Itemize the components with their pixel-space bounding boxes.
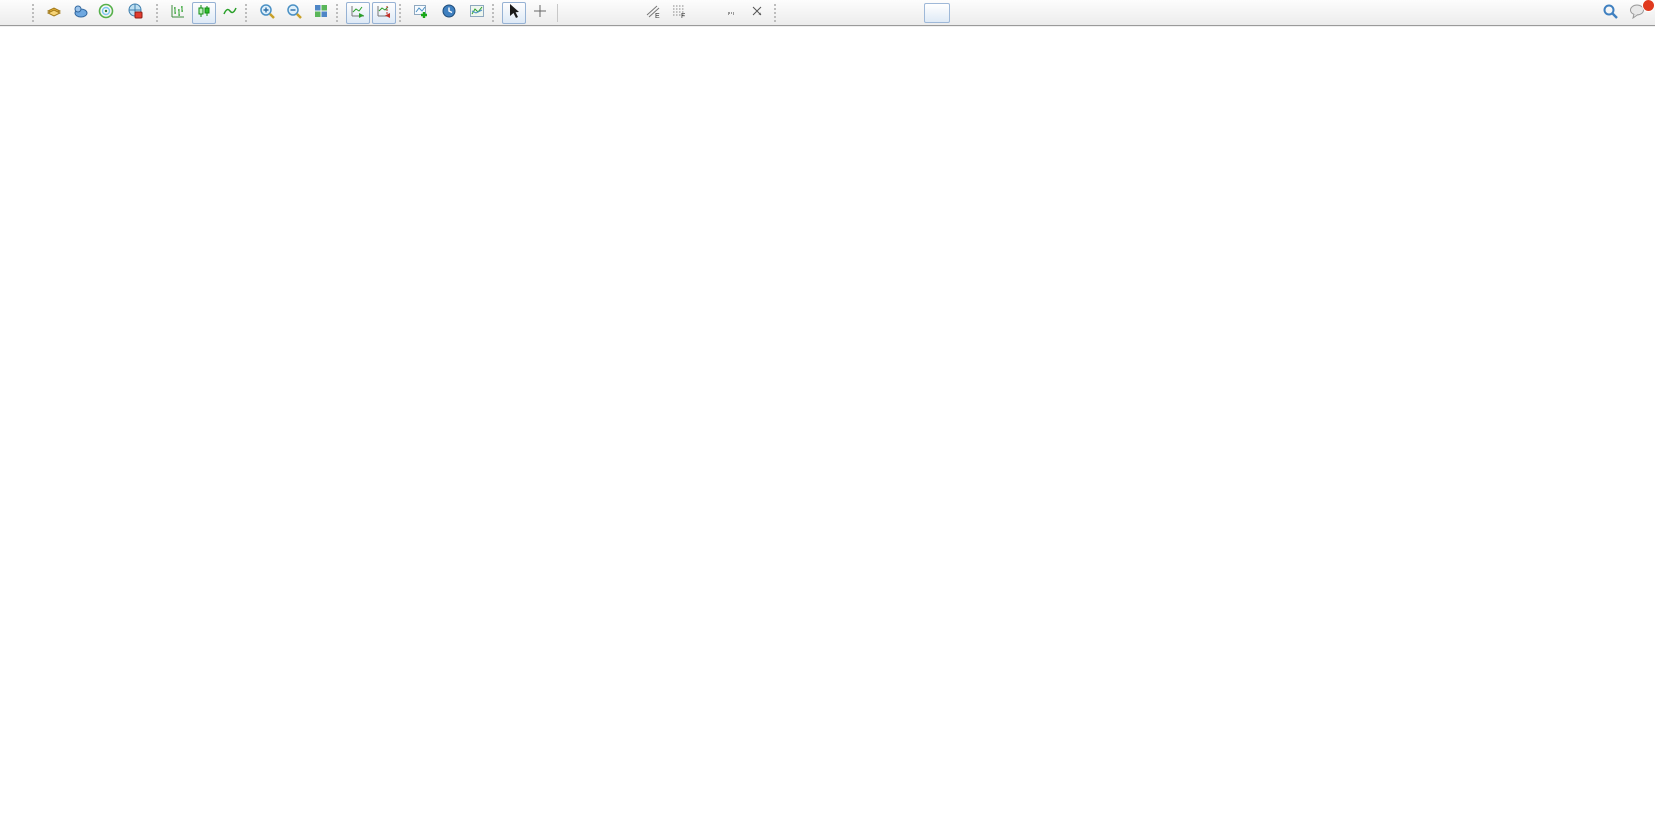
toolbar-grip[interactable] [399, 3, 404, 22]
auto-scroll-icon [350, 3, 366, 22]
periods-button[interactable] [437, 2, 463, 24]
timeframe-w1[interactable] [980, 3, 1006, 23]
chat-bubble-icon [1629, 3, 1646, 22]
timeframe-m1[interactable] [784, 3, 810, 23]
cloud-profile-icon [72, 3, 88, 22]
svg-text:E: E [655, 13, 660, 19]
template-chart-icon [469, 3, 485, 22]
zoom-out-button[interactable] [282, 2, 307, 24]
tile-windows-button[interactable] [309, 2, 333, 24]
arrows-tool-icon [749, 3, 765, 22]
candlestick-chart-button[interactable] [192, 1, 216, 24]
new-order-button[interactable] [5, 2, 29, 24]
timeframe-m5[interactable] [812, 3, 838, 23]
line-chart-button[interactable] [218, 2, 242, 24]
chart-canvas[interactable] [0, 27, 1655, 829]
chart-shift-button[interactable] [372, 1, 396, 24]
radar-icon [98, 3, 114, 22]
text-label-button[interactable] [719, 2, 743, 24]
tile-windows-icon [313, 3, 329, 22]
toolbar-grip[interactable] [774, 3, 779, 22]
timeframe-d1[interactable] [952, 3, 978, 23]
cursor-arrow-icon [507, 3, 521, 22]
timeframe-h1[interactable] [896, 3, 922, 23]
trendline-button[interactable] [615, 2, 639, 24]
toolbar: E F [0, 0, 1655, 26]
arrows-button[interactable] [745, 2, 771, 24]
notification-badge [1642, 0, 1655, 12]
autotrading-globe-icon [127, 3, 143, 22]
auto-scroll-button[interactable] [346, 1, 370, 24]
add-indicator-icon [413, 3, 429, 22]
timeframe-h4[interactable] [924, 2, 950, 23]
clock-icon [441, 3, 457, 22]
indicators-button[interactable] [409, 2, 435, 24]
timeframe-mn[interactable] [1008, 3, 1034, 23]
toolbar-grip[interactable] [32, 3, 37, 22]
equidistant-channel-icon: E [645, 3, 661, 22]
line-chart-icon [222, 3, 238, 22]
notifications-button[interactable] [1625, 0, 1655, 24]
toolbar-grip[interactable] [492, 3, 497, 22]
chart-shift-icon [376, 3, 392, 22]
market-watch-button[interactable] [42, 2, 66, 24]
profile-button[interactable] [68, 2, 92, 24]
horizontal-line-button[interactable] [589, 2, 613, 24]
toolbar-grip[interactable] [156, 3, 161, 22]
bar-chart-icon [170, 3, 186, 22]
candlestick-chart-icon [196, 3, 212, 22]
templates-button[interactable] [465, 2, 489, 24]
signals-button[interactable] [94, 2, 118, 24]
cursor-button[interactable] [502, 1, 526, 24]
search-button[interactable] [1598, 2, 1623, 24]
text-label-icon [728, 11, 734, 14]
crosshair-icon [532, 3, 548, 22]
svg-text:F: F [681, 13, 685, 19]
timeframe-m15[interactable] [840, 3, 866, 23]
bar-chart-button[interactable] [166, 2, 190, 24]
search-icon [1602, 3, 1619, 23]
toolbar-grip[interactable] [245, 3, 250, 22]
autotrading-button[interactable] [120, 2, 153, 24]
zoom-in-button[interactable] [255, 2, 280, 24]
vertical-line-button[interactable] [563, 2, 587, 24]
text-button[interactable] [693, 2, 717, 24]
toolbar-grip[interactable] [336, 3, 341, 22]
gold-layers-icon [46, 3, 62, 22]
timeframe-m30[interactable] [868, 3, 894, 23]
zoom-out-icon [286, 3, 303, 23]
crosshair-button[interactable] [528, 2, 552, 24]
chart-window [0, 27, 1655, 829]
toolbar-separator [557, 3, 558, 22]
fibonacci-button[interactable]: F [667, 2, 691, 24]
fibonacci-icon: F [671, 3, 687, 22]
channel-button[interactable]: E [641, 2, 665, 24]
zoom-in-icon [259, 3, 276, 23]
